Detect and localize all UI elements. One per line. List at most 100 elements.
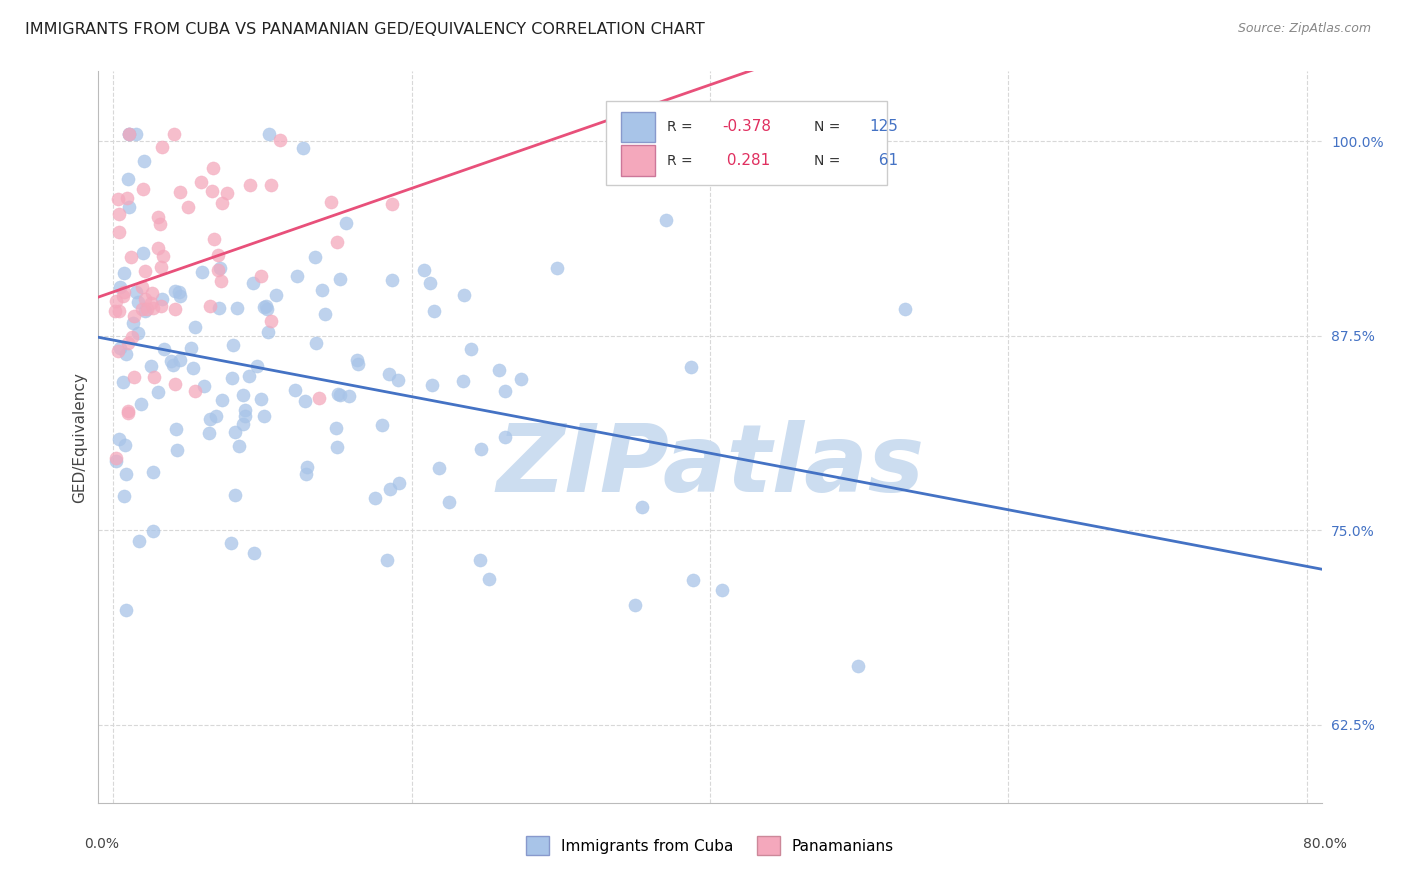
Point (200, 411, 222, 425)
Point (257, 127, 280, 141)
Point (201, 184, 224, 198)
Point (328, 387, 350, 401)
Point (256, 302, 278, 317)
Point (117, 404, 139, 418)
Point (238, 369, 260, 384)
Point (114, 347, 136, 361)
Point (377, 367, 399, 381)
Point (413, 263, 436, 277)
Point (142, 524, 165, 538)
Point (422, 303, 444, 318)
Text: ZIPatlas: ZIPatlas (496, 420, 924, 512)
Point (159, 354, 181, 368)
Point (124, 370, 146, 384)
Point (118, 127, 141, 141)
Point (121, 330, 143, 344)
Point (225, 301, 247, 316)
Point (381, 197, 404, 211)
Point (437, 495, 460, 509)
Point (253, 300, 276, 314)
Point (419, 276, 441, 290)
Point (163, 302, 186, 317)
Point (314, 307, 336, 321)
Point (197, 426, 219, 441)
Point (108, 207, 131, 221)
Point (117, 336, 139, 351)
Point (224, 425, 246, 439)
Point (139, 295, 162, 310)
Point (378, 483, 401, 497)
Point (260, 178, 283, 192)
Point (107, 343, 129, 358)
Point (285, 268, 308, 283)
FancyBboxPatch shape (620, 112, 655, 143)
Point (335, 215, 357, 229)
Point (209, 274, 232, 288)
Point (165, 284, 187, 298)
Point (228, 439, 250, 453)
Point (128, 534, 150, 549)
Point (141, 285, 163, 300)
Point (115, 467, 138, 481)
Point (127, 326, 149, 340)
Point (107, 432, 129, 446)
Point (208, 301, 231, 315)
Point (118, 127, 141, 141)
Point (294, 393, 316, 408)
Point (381, 273, 404, 287)
Point (233, 409, 256, 423)
Point (165, 377, 187, 392)
Point (117, 171, 139, 186)
Point (142, 301, 165, 315)
Point (711, 583, 734, 598)
Point (149, 217, 172, 231)
Point (326, 440, 349, 454)
Point (242, 277, 264, 291)
Point (165, 422, 187, 436)
Point (134, 264, 156, 278)
Point (308, 391, 330, 405)
Point (202, 232, 225, 246)
Point (337, 389, 360, 403)
Point (152, 343, 174, 357)
Point (132, 181, 155, 195)
Point (134, 293, 156, 307)
Point (122, 317, 145, 331)
Point (347, 357, 370, 371)
Text: R =: R = (668, 120, 697, 134)
Point (655, 213, 678, 227)
Point (104, 293, 127, 308)
Point (222, 338, 245, 352)
Point (134, 304, 156, 318)
Point (111, 289, 134, 303)
Point (295, 460, 318, 475)
Point (264, 288, 287, 302)
Point (150, 293, 173, 307)
Point (269, 132, 291, 146)
Point (623, 599, 645, 613)
Point (311, 283, 333, 297)
Point (198, 299, 221, 313)
Point (304, 336, 326, 351)
Point (131, 246, 153, 260)
Point (326, 235, 349, 249)
Point (546, 260, 568, 275)
FancyBboxPatch shape (620, 145, 655, 176)
Point (304, 251, 326, 265)
Point (136, 302, 159, 317)
Point (180, 341, 202, 355)
Point (146, 384, 169, 399)
Point (470, 442, 492, 457)
Point (232, 388, 254, 402)
Point (509, 372, 531, 386)
Point (364, 491, 387, 506)
Point (371, 418, 394, 433)
Point (193, 379, 215, 393)
Point (117, 407, 139, 421)
Point (177, 200, 200, 214)
Point (149, 260, 172, 274)
Point (221, 371, 243, 385)
Point (249, 269, 271, 284)
Point (150, 299, 173, 313)
Point (143, 369, 166, 384)
